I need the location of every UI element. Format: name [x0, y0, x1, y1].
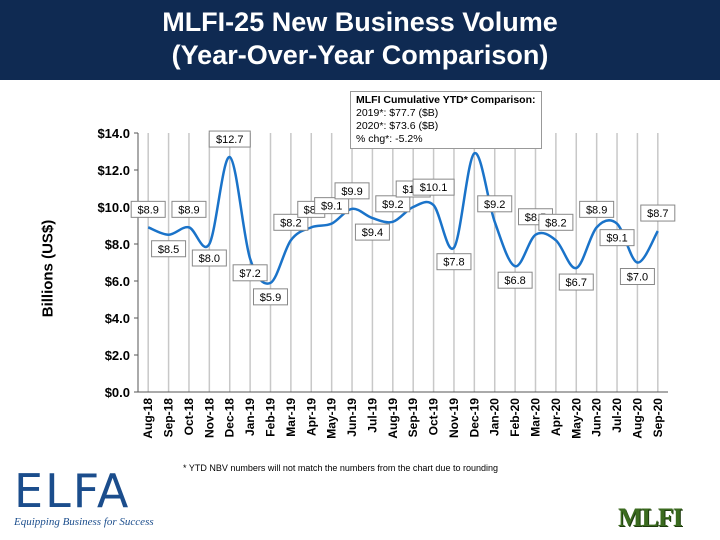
y-axis-label: Billions (US$): [39, 219, 57, 318]
x-tick-label: Jun-19: [345, 398, 359, 437]
data-label: $9.2: [382, 199, 403, 211]
data-label: $6.8: [504, 275, 525, 287]
title-line-2: (Year-Over-Year Comparison): [171, 40, 549, 70]
x-tick-label: Oct-19: [427, 398, 441, 436]
data-label-box: [232, 264, 268, 282]
x-tick-label: Apr-20: [549, 398, 563, 436]
data-label: $10.1: [420, 182, 448, 194]
data-label: $8.7: [647, 208, 668, 220]
x-tick-label: Nov-18: [202, 398, 216, 438]
data-label-box: [191, 249, 227, 267]
y-tick-label: $10.0: [97, 200, 130, 215]
title-line-1: MLFI-25 New Business Volume: [162, 7, 558, 37]
x-tick-label: Sep-18: [162, 398, 176, 438]
data-label-box: [253, 288, 288, 306]
data-label-box: [171, 200, 207, 218]
data-label: $9.4: [362, 227, 383, 239]
data-label-box: [314, 197, 350, 215]
x-tick-label: Jul-19: [365, 398, 379, 433]
y-tick-label: $6.0: [105, 274, 130, 289]
data-label-box: [477, 195, 513, 213]
data-label: $8.2: [545, 217, 566, 229]
data-label-box: [640, 204, 676, 222]
footnote: * YTD NBV numbers will not match the num…: [183, 463, 498, 473]
data-label-box: [579, 200, 615, 218]
data-label: $6.7: [566, 277, 587, 289]
y-tick-label: $14.0: [97, 126, 130, 141]
x-tick-label: Mar-20: [529, 398, 543, 437]
x-tick-label: Aug-20: [630, 398, 644, 439]
y-tick-label: $2.0: [105, 348, 130, 363]
x-tick-label: Mar-19: [284, 398, 298, 437]
x-tick-label: Sep-20: [651, 398, 665, 438]
data-label: $5.9: [260, 292, 281, 304]
x-tick-label: Jul-20: [610, 398, 624, 433]
x-tick-label: Sep-19: [406, 398, 420, 438]
data-label-box: [538, 213, 574, 231]
ytd-pct-change: % chg*: -5.2%: [356, 133, 423, 145]
x-tick-label: Jan-20: [488, 398, 502, 436]
x-tick-label: Oct-18: [182, 398, 196, 436]
data-label: $9.2: [484, 199, 505, 211]
elfa-tagline: Equipping Business for Success: [14, 516, 154, 528]
ytd-2019: 2019*: $77.7 ($B): [356, 107, 439, 119]
data-label: $8.5: [158, 244, 179, 256]
series-line: [147, 152, 659, 285]
data-label-box: [599, 229, 635, 247]
x-tick-label: Feb-20: [508, 398, 522, 437]
data-label: $9.1: [321, 201, 342, 213]
data-label-box: [412, 178, 455, 196]
data-label: $9.1: [606, 233, 627, 245]
data-label-box: [558, 273, 594, 291]
data-label: $7.2: [239, 268, 260, 280]
elfa-logo: ELFA Equipping Business for Success: [14, 468, 154, 528]
x-tick-label: Nov-19: [447, 398, 461, 438]
x-tick-label: Jun-20: [590, 398, 604, 437]
data-label-box: [619, 268, 655, 285]
x-tick-label: Aug-19: [386, 398, 400, 439]
data-label-box: [130, 200, 166, 218]
x-tick-label: Dec-19: [467, 398, 481, 438]
x-tick-label: May-19: [325, 398, 339, 439]
x-tick-label: Jan-19: [243, 398, 257, 436]
data-label-box: [497, 271, 533, 289]
data-label: $9.9: [341, 186, 362, 198]
x-tick-label: Feb-19: [264, 398, 278, 437]
data-label-box: [375, 195, 411, 213]
data-label: $8.9: [586, 204, 607, 216]
data-label: $8.9: [178, 204, 199, 216]
data-label: $7.8: [443, 257, 464, 269]
data-label: $8.2: [280, 217, 301, 229]
x-tick-label: Aug-18: [141, 398, 155, 439]
y-tick-label: $4.0: [105, 311, 130, 326]
ytd-comparison-box: MLFI Cumulative YTD* Comparison: 2019*: …: [350, 91, 542, 149]
mlfi-logo: MLFI: [618, 503, 683, 532]
data-label-box: [354, 223, 390, 241]
data-label: $12.7: [216, 134, 244, 146]
x-tick-label: Apr-19: [304, 398, 318, 436]
data-label: $7.0: [627, 272, 648, 284]
data-label-box: [334, 182, 370, 200]
data-label: $8.9: [137, 204, 158, 216]
data-label-box: [273, 213, 309, 231]
ytd-2020: 2020*: $73.6 ($B): [356, 120, 439, 132]
data-label-box: [208, 130, 251, 148]
y-tick-label: $8.0: [105, 237, 130, 252]
x-tick-label: Dec-18: [223, 398, 237, 438]
y-tick-label: $12.0: [97, 163, 130, 178]
data-label-box: [436, 253, 472, 271]
y-tick-label: $0.0: [105, 385, 130, 400]
ytd-title: MLFI Cumulative YTD* Comparison:: [356, 94, 536, 106]
x-tick-label: May-20: [569, 398, 583, 439]
data-label: $8.0: [199, 253, 220, 265]
data-label-box: [151, 240, 187, 258]
elfa-wordmark: ELFA: [14, 464, 131, 518]
title-banner: MLFI-25 New Business Volume (Year-Over-Y…: [0, 0, 720, 80]
